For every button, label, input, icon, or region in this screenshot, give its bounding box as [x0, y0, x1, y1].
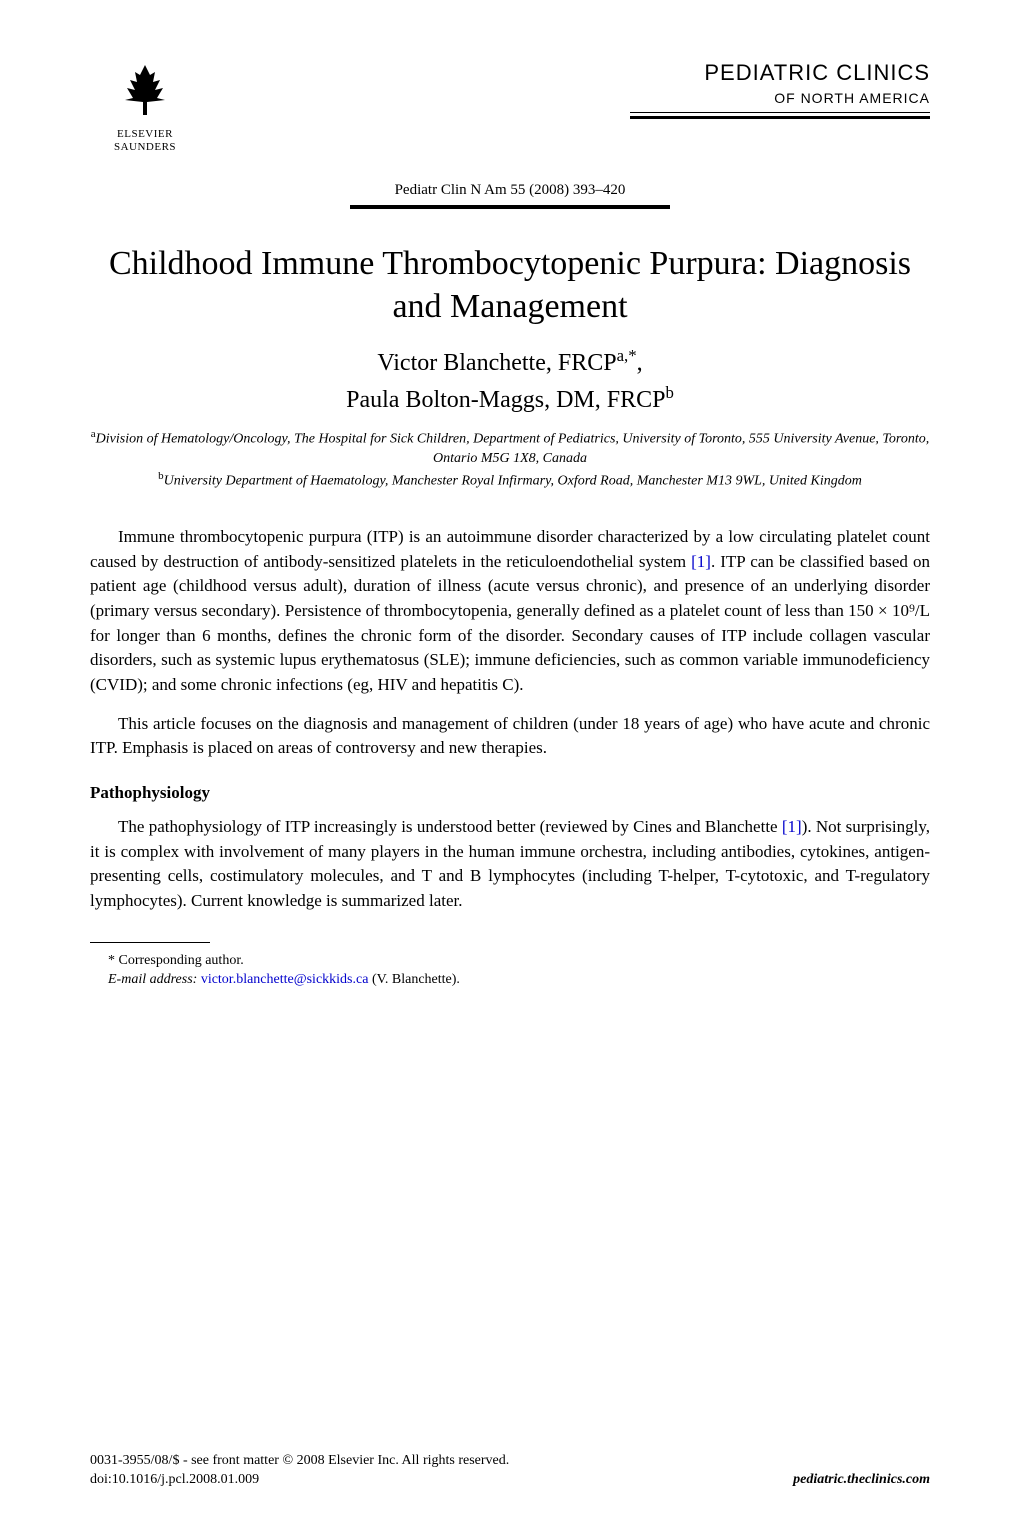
citation: Pediatr Clin N Am 55 (2008) 393–420 — [90, 182, 930, 199]
publisher-name-1: ELSEVIER — [117, 128, 173, 141]
journal-title: PEDIATRIC CLINICS — [630, 60, 930, 86]
pathophysiology-para: The pathophysiology of ITP increasingly … — [90, 815, 930, 914]
journal-subtitle: OF NORTH AMERICA — [630, 90, 930, 106]
affil-a: Division of Hematology/Oncology, The Hos… — [96, 432, 930, 466]
para1-post: . ITP can be classified based on patient… — [90, 552, 930, 694]
para3-pre: The pathophysiology of ITP increasingly … — [118, 817, 782, 836]
journal-rule-thin — [630, 112, 930, 113]
email-label: E-mail address: — [108, 972, 197, 987]
publisher-logo: ELSEVIER SAUNDERS — [90, 60, 200, 170]
doi: doi:10.1016/j.pcl.2008.01.009 — [90, 1470, 509, 1490]
footer-left: 0031-3955/08/$ - see front matter © 2008… — [90, 1451, 509, 1490]
page-footer: 0031-3955/08/$ - see front matter © 2008… — [90, 1451, 930, 1490]
journal-header: PEDIATRIC CLINICS OF NORTH AMERICA — [630, 60, 930, 119]
author-2: Paula Bolton-Maggs, DM, FRCP — [346, 387, 665, 413]
email-suffix: (V. Blanchette). — [368, 972, 460, 987]
journal-site[interactable]: pediatric.theclinics.com — [793, 1470, 930, 1490]
author-1: Victor Blanchette, FRCP — [377, 350, 616, 376]
corresponding-author-note: * Corresponding author. — [90, 951, 930, 971]
page-header: ELSEVIER SAUNDERS PEDIATRIC CLINICS OF N… — [90, 60, 930, 170]
copyright-line: 0031-3955/08/$ - see front matter © 2008… — [90, 1451, 509, 1471]
intro-para-2: This article focuses on the diagnosis an… — [90, 712, 930, 761]
email-footnote: E-mail address: victor.blanchette@sickki… — [90, 970, 930, 990]
affiliations: aDivision of Hematology/Oncology, The Ho… — [90, 427, 930, 491]
journal-rule-thick — [630, 116, 930, 119]
affil-b: University Department of Haematology, Ma… — [164, 473, 862, 488]
corresponding-email[interactable]: victor.blanchette@sickkids.ca — [201, 972, 369, 987]
intro-para-1: Immune thrombocytopenic purpura (ITP) is… — [90, 525, 930, 697]
article-title: Childhood Immune Thrombocytopenic Purpur… — [90, 243, 930, 328]
ref-1b[interactable]: [1] — [782, 817, 802, 836]
author-2-sup: b — [665, 383, 673, 402]
citation-rule-thick — [350, 206, 670, 209]
section-heading-pathophysiology: Pathophysiology — [90, 783, 930, 803]
author-1-sup: a,* — [617, 346, 637, 365]
ref-1[interactable]: [1] — [691, 552, 711, 571]
footnote-rule — [90, 942, 210, 943]
publisher-name-2: SAUNDERS — [114, 141, 176, 154]
elsevier-tree-icon — [115, 60, 175, 128]
authors-block: Victor Blanchette, FRCPa,*, Paula Bolton… — [90, 344, 930, 417]
